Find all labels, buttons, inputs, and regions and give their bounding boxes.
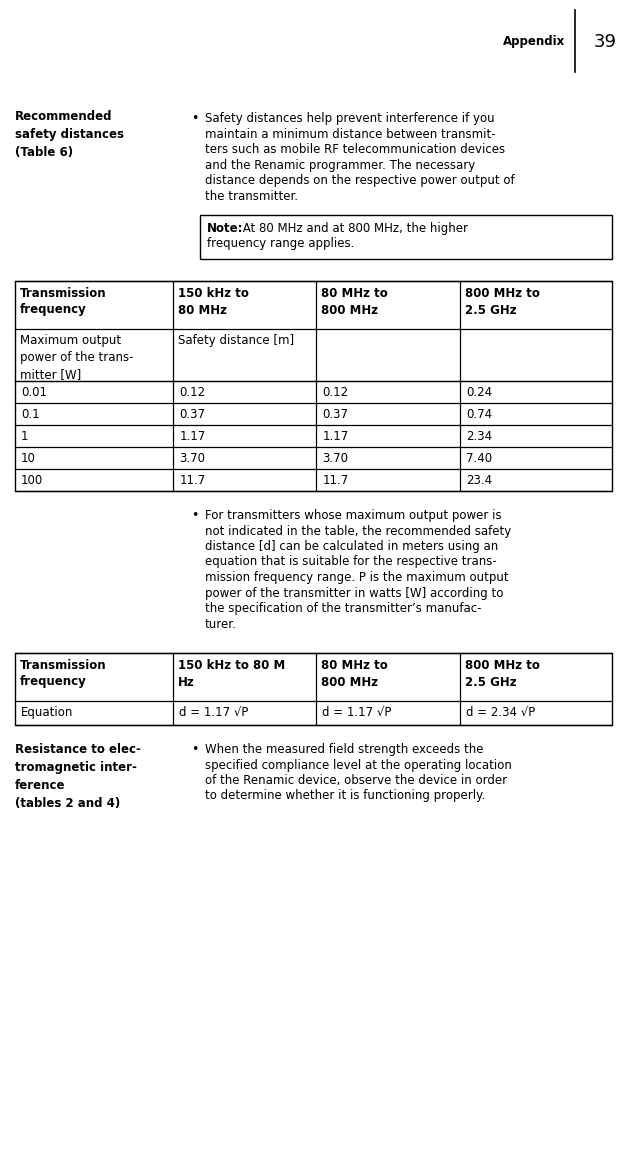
Text: 0.37: 0.37 xyxy=(179,408,205,422)
Text: frequency range applies.: frequency range applies. xyxy=(207,238,354,251)
Text: turer.: turer. xyxy=(205,618,237,631)
Text: When the measured field strength exceeds the: When the measured field strength exceeds… xyxy=(205,743,483,757)
Bar xyxy=(15,281,612,491)
Text: 11.7: 11.7 xyxy=(179,474,206,487)
Text: •: • xyxy=(191,743,198,757)
Bar xyxy=(15,653,612,725)
Text: 150 kHz to 80 M
Hz: 150 kHz to 80 M Hz xyxy=(178,660,285,688)
Text: d = 1.17 √P: d = 1.17 √P xyxy=(322,706,392,720)
Text: 80 MHz to
800 MHz: 80 MHz to 800 MHz xyxy=(322,286,388,316)
Text: 80 MHz to
800 MHz: 80 MHz to 800 MHz xyxy=(322,660,388,688)
Text: 0.24: 0.24 xyxy=(466,386,492,398)
Text: 0.37: 0.37 xyxy=(322,408,349,422)
Text: 0.01: 0.01 xyxy=(21,386,47,398)
Text: mission frequency range. P is the maximum output: mission frequency range. P is the maximu… xyxy=(205,571,508,584)
Text: 0.12: 0.12 xyxy=(179,386,205,398)
Text: 3.70: 3.70 xyxy=(179,452,205,465)
Text: 100: 100 xyxy=(21,474,43,487)
Text: d = 2.34 √P: d = 2.34 √P xyxy=(466,706,535,720)
Text: 11.7: 11.7 xyxy=(322,474,349,487)
Text: power of the transmitter in watts [W] according to: power of the transmitter in watts [W] ac… xyxy=(205,587,503,599)
Text: to determine whether it is functioning properly.: to determine whether it is functioning p… xyxy=(205,790,485,803)
Text: 10: 10 xyxy=(21,452,36,465)
Text: specified compliance level at the operating location: specified compliance level at the operat… xyxy=(205,759,512,772)
Text: 39: 39 xyxy=(594,33,617,51)
Text: 1.17: 1.17 xyxy=(179,430,206,444)
Text: 1.17: 1.17 xyxy=(322,430,349,444)
Text: not indicated in the table, the recommended safety: not indicated in the table, the recommen… xyxy=(205,524,511,537)
Text: •: • xyxy=(191,509,198,522)
Text: Transmission
frequency: Transmission frequency xyxy=(20,660,107,688)
Text: Transmission
frequency: Transmission frequency xyxy=(20,286,107,316)
Text: equation that is suitable for the respective trans-: equation that is suitable for the respec… xyxy=(205,556,497,568)
Text: the specification of the transmitter’s manufac-: the specification of the transmitter’s m… xyxy=(205,602,482,614)
Bar xyxy=(200,215,612,259)
Text: 1: 1 xyxy=(21,430,28,444)
Text: d = 1.17 √P: d = 1.17 √P xyxy=(179,706,248,720)
Text: distance depends on the respective power output of: distance depends on the respective power… xyxy=(205,174,515,187)
Text: Note:: Note: xyxy=(207,222,243,234)
Text: 800 MHz to
2.5 GHz: 800 MHz to 2.5 GHz xyxy=(465,286,540,316)
Text: 7.40: 7.40 xyxy=(466,452,492,465)
Text: ters such as mobile RF telecommunication devices: ters such as mobile RF telecommunication… xyxy=(205,143,505,156)
Text: 0.74: 0.74 xyxy=(466,408,492,422)
Text: the transmitter.: the transmitter. xyxy=(205,189,298,202)
Text: 3.70: 3.70 xyxy=(322,452,349,465)
Text: Appendix: Appendix xyxy=(503,36,565,49)
Text: •: • xyxy=(191,112,198,125)
Text: 2.34: 2.34 xyxy=(466,430,492,444)
Text: For transmitters whose maximum output power is: For transmitters whose maximum output po… xyxy=(205,509,502,522)
Text: Recommended
safety distances
(Table 6): Recommended safety distances (Table 6) xyxy=(15,110,124,159)
Text: 150 kHz to
80 MHz: 150 kHz to 80 MHz xyxy=(178,286,249,316)
Text: 0.1: 0.1 xyxy=(21,408,40,422)
Text: distance [d] can be calculated in meters using an: distance [d] can be calculated in meters… xyxy=(205,541,498,553)
Text: and the Renamic programmer. The necessary: and the Renamic programmer. The necessar… xyxy=(205,158,475,171)
Text: Maximum output
power of the trans-
mitter [W]: Maximum output power of the trans- mitte… xyxy=(20,334,134,381)
Text: Safety distances help prevent interference if you: Safety distances help prevent interferen… xyxy=(205,112,495,125)
Text: At 80 MHz and at 800 MHz, the higher: At 80 MHz and at 800 MHz, the higher xyxy=(239,222,468,234)
Text: 800 MHz to
2.5 GHz: 800 MHz to 2.5 GHz xyxy=(465,660,540,688)
Text: 0.12: 0.12 xyxy=(322,386,349,398)
Text: Equation: Equation xyxy=(21,706,73,720)
Text: Resistance to elec-
tromagnetic inter-
ference
(tables 2 and 4): Resistance to elec- tromagnetic inter- f… xyxy=(15,743,141,810)
Text: maintain a minimum distance between transmit-: maintain a minimum distance between tran… xyxy=(205,127,495,141)
Text: 23.4: 23.4 xyxy=(466,474,492,487)
Text: Safety distance [m]: Safety distance [m] xyxy=(178,334,294,346)
Text: of the Renamic device, observe the device in order: of the Renamic device, observe the devic… xyxy=(205,774,507,787)
